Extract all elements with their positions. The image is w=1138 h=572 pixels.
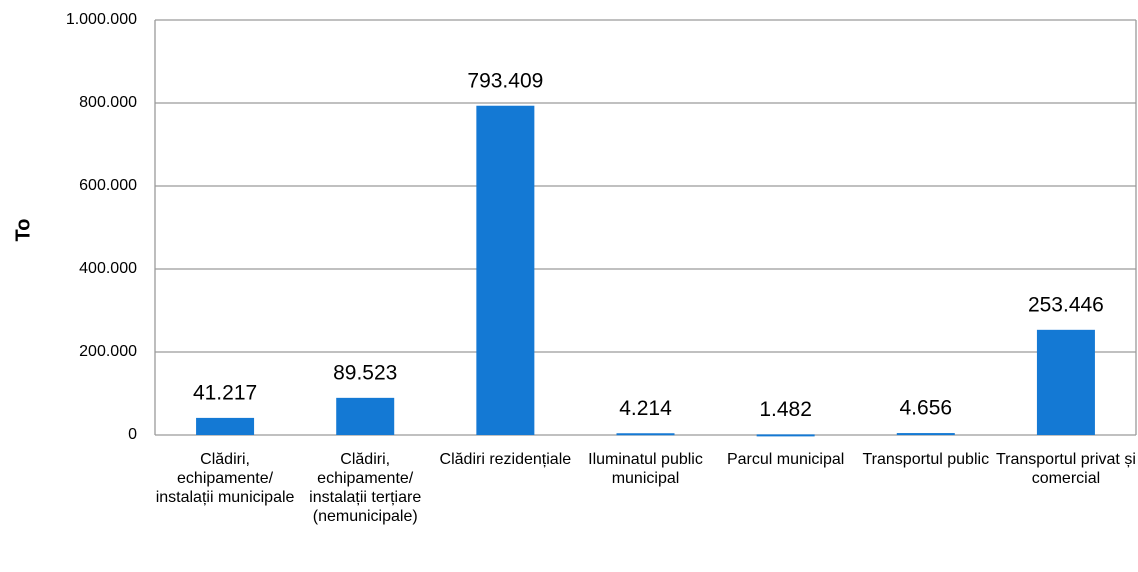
data-label: 1.482: [759, 398, 812, 421]
y-tick-label: 400.000: [79, 260, 137, 277]
bar: [756, 434, 815, 437]
y-tick-label: 200.000: [79, 343, 137, 360]
x-tick-label-box: Clădiri, echipamente/ instalații municip…: [155, 451, 295, 506]
bar: [896, 433, 955, 436]
y-tick-label: 1.000.000: [66, 11, 137, 28]
data-label: 41.217: [193, 381, 257, 404]
x-tick-label: Clădiri, echipamente/ instalații municip…: [155, 451, 295, 506]
x-tick-label-box: Clădiri, echipamente/ instalații terțiar…: [309, 451, 422, 525]
y-tick-label: 0: [128, 426, 137, 443]
x-tick-label: Iluminatul public municipal: [588, 451, 703, 487]
x-tick-label-box: Transportul public: [862, 451, 990, 468]
x-tick-label-box: Transportul privat și comercial: [995, 451, 1136, 487]
x-tick-label: Transportul public: [862, 451, 990, 468]
x-tick-label: Clădiri rezidențiale: [439, 451, 572, 468]
data-label: 89.523: [333, 361, 397, 384]
data-label: 793.409: [467, 69, 543, 92]
data-label: 253.446: [1028, 293, 1104, 316]
data-label: 4.656: [900, 397, 953, 420]
bar: [1036, 329, 1095, 435]
y-axis-label: To: [12, 219, 34, 242]
x-tick-label-box: Clădiri rezidențiale: [439, 451, 572, 468]
bar: [476, 105, 535, 436]
x-tick-label-box: Parcul municipal: [726, 451, 845, 468]
bar: [616, 433, 675, 436]
x-tick-label-box: Iluminatul public municipal: [588, 451, 703, 487]
x-tick-label: Parcul municipal: [726, 451, 845, 468]
data-label: 4.214: [619, 397, 672, 420]
bar: [336, 397, 395, 435]
y-tick-label: 800.000: [79, 94, 137, 111]
x-tick-label: Transportul privat și comercial: [995, 451, 1136, 487]
x-tick-label: Clădiri, echipamente/ instalații terțiar…: [309, 451, 422, 525]
y-tick-label: 600.000: [79, 177, 137, 194]
bar: [196, 417, 255, 435]
